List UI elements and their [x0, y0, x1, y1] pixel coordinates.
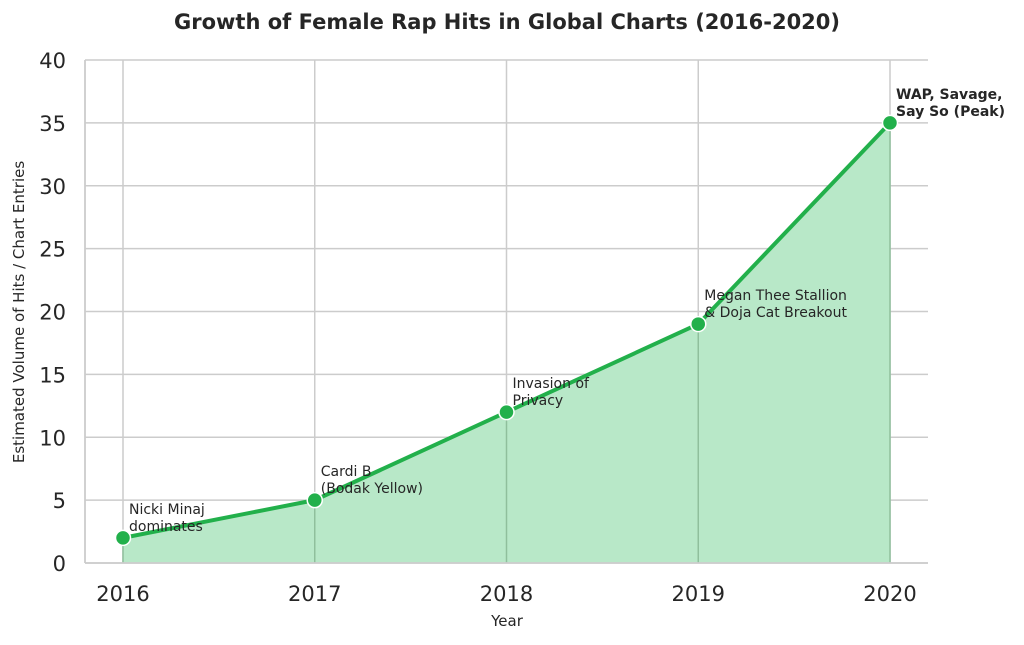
y-tick-label: 30: [39, 175, 66, 199]
y-tick-label: 40: [39, 49, 66, 73]
annotation-label: Megan Thee Stallion & Doja Cat Breakout: [704, 288, 847, 321]
y-tick-label: 20: [39, 301, 66, 325]
y-tick-label: 25: [39, 238, 66, 262]
data-point: [498, 403, 515, 421]
x-tick-label: 2019: [672, 582, 725, 606]
annotation-label: Cardi B (Bodak Yellow): [321, 464, 423, 497]
y-axis-label: Estimated Volume of Hits / Chart Entries: [10, 161, 28, 463]
data-point: [690, 315, 707, 333]
y-tick-label: 35: [39, 112, 66, 136]
x-tick-label: 2017: [288, 582, 341, 606]
axes: [84, 60, 928, 564]
annotation-label: WAP, Savage, Say So (Peak): [896, 87, 1005, 120]
data-point: [114, 529, 132, 547]
area-fill-layer: [122, 122, 891, 563]
data-point: [306, 491, 323, 509]
x-axis-label: Year: [490, 612, 524, 630]
y-tick-label: 0: [53, 552, 66, 576]
x-tick-label: 2016: [96, 582, 149, 606]
y-tick-label: 15: [39, 363, 66, 387]
x-tick-label: 2018: [480, 582, 533, 606]
x-tick-label: 2020: [863, 582, 916, 606]
data-point: [881, 114, 899, 132]
tick-labels: 0 5 10 15 20 25 30 35 40 2016 2017 2018 2019 2020: [39, 49, 916, 606]
annotation-label: Nicki Minaj dominates: [129, 502, 205, 535]
markers: [114, 114, 899, 547]
annotation-label: Invasion of Privacy: [513, 376, 591, 409]
y-tick-label: 5: [53, 489, 66, 513]
y-tick-label: 10: [39, 426, 66, 450]
annotations: Nicki Minaj dominates Cardi B (Bodak Yellow…: [129, 87, 1005, 535]
chart-title: Growth of Female Rap Hits in Global Char…: [174, 10, 840, 34]
